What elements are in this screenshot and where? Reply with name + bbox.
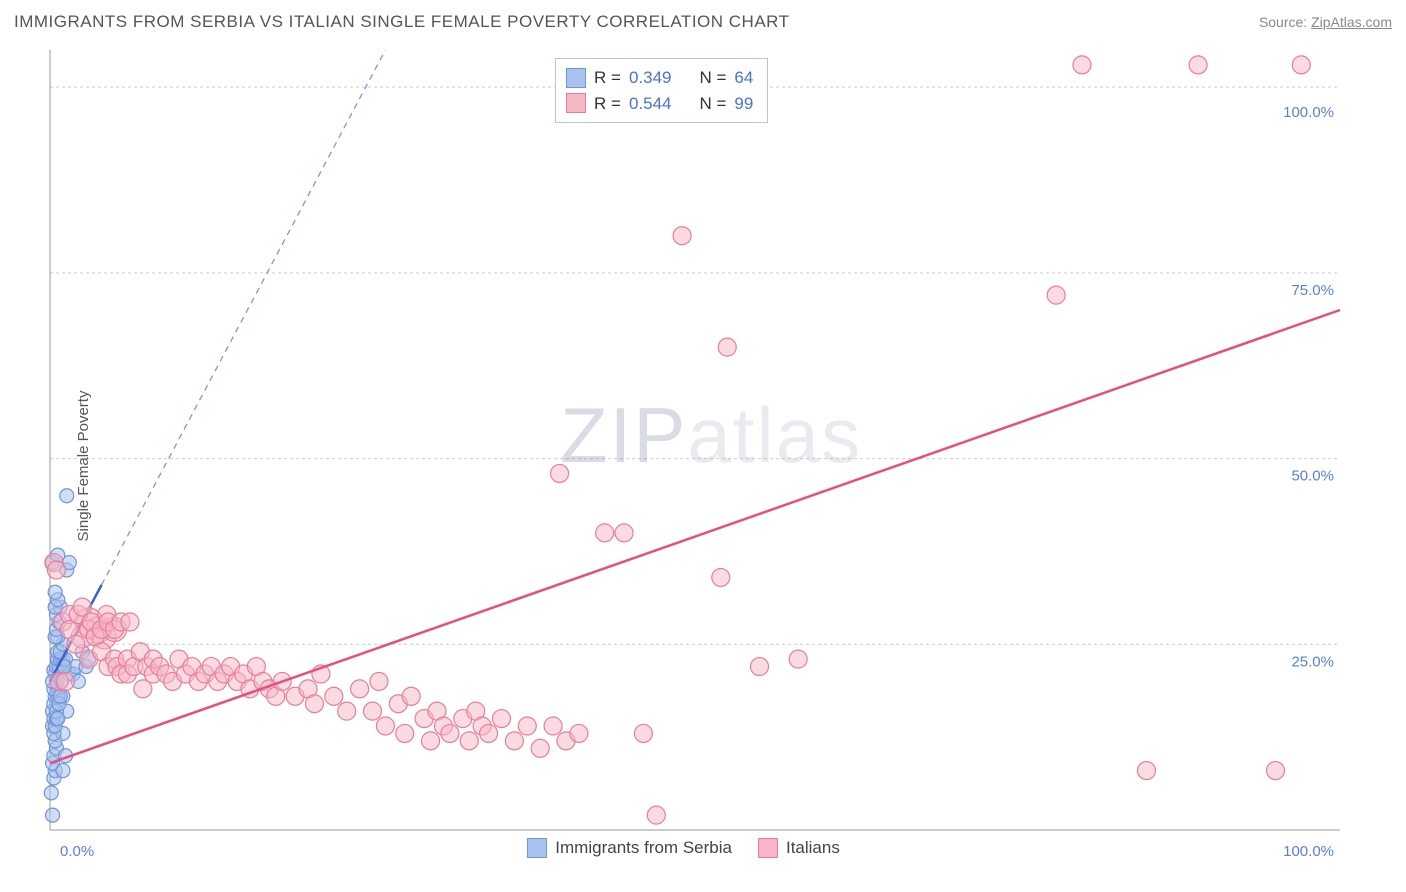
chart-title: IMMIGRANTS FROM SERBIA VS ITALIAN SINGLE…: [14, 12, 790, 32]
y-axis-label: Single Female Poverty: [75, 391, 92, 542]
legend-row: R = 0.544N = 99: [566, 91, 753, 117]
legend-item: Italians: [758, 838, 840, 858]
data-point: [615, 524, 633, 542]
data-point: [460, 732, 478, 750]
data-point: [60, 489, 74, 503]
data-point: [505, 732, 523, 750]
data-point: [570, 724, 588, 742]
data-point: [422, 732, 440, 750]
scatter-plot: 0.0% 25.0% 50.0% 75.0% 100.0% 100.0%: [0, 40, 1406, 892]
data-point: [673, 227, 691, 245]
legend-item: Immigrants from Serbia: [527, 838, 732, 858]
data-point: [551, 464, 569, 482]
svg-text:100.0%: 100.0%: [1283, 104, 1334, 121]
data-point: [480, 724, 498, 742]
series-italians: [45, 56, 1340, 824]
data-point: [364, 702, 382, 720]
data-point: [325, 687, 343, 705]
data-point: [396, 724, 414, 742]
data-point: [121, 613, 139, 631]
data-point: [647, 806, 665, 824]
data-point: [1138, 762, 1156, 780]
data-point: [441, 724, 459, 742]
data-point: [56, 764, 70, 778]
data-point: [1047, 286, 1065, 304]
data-point: [596, 524, 614, 542]
data-point: [518, 717, 536, 735]
chart-area: Single Female Poverty ZIPatlas 0.0%25.0%…: [0, 40, 1406, 892]
trend-extension: [102, 50, 386, 585]
data-point: [1292, 56, 1310, 74]
data-point: [1267, 762, 1285, 780]
data-point: [544, 717, 562, 735]
legend-swatch: [527, 838, 547, 858]
data-point: [51, 712, 65, 726]
data-point: [48, 585, 62, 599]
svg-text:50.0%: 50.0%: [1291, 468, 1334, 485]
data-point: [305, 695, 323, 713]
chart-header: IMMIGRANTS FROM SERBIA VS ITALIAN SINGLE…: [14, 12, 1392, 32]
data-point: [751, 658, 769, 676]
data-point: [718, 338, 736, 356]
data-point: [402, 687, 420, 705]
data-point: [1189, 56, 1207, 74]
svg-text:0.0%: 0.0%: [60, 843, 94, 860]
legend-row: R = 0.349N = 64: [566, 65, 753, 91]
source-link[interactable]: ZipAtlas.com: [1311, 14, 1392, 30]
data-point: [53, 689, 67, 703]
series-legend: Immigrants from Serbia Italians: [527, 838, 840, 858]
trend-line: [50, 310, 1340, 763]
data-point: [1073, 56, 1091, 74]
svg-text:100.0%: 100.0%: [1283, 843, 1334, 860]
data-point: [789, 650, 807, 668]
data-point: [46, 808, 60, 822]
data-point: [56, 672, 74, 690]
data-point: [370, 672, 388, 690]
data-point: [351, 680, 369, 698]
legend-swatch: [566, 93, 586, 113]
correlation-legend: R = 0.349N = 64R = 0.544N = 99: [555, 58, 768, 123]
data-point: [67, 635, 85, 653]
data-point: [376, 717, 394, 735]
svg-text:75.0%: 75.0%: [1291, 282, 1334, 299]
data-point: [531, 739, 549, 757]
legend-swatch: [758, 838, 778, 858]
data-point: [134, 680, 152, 698]
data-point: [338, 702, 356, 720]
data-point: [44, 786, 58, 800]
legend-swatch: [566, 68, 586, 88]
chart-source: Source: ZipAtlas.com: [1259, 14, 1392, 30]
data-point: [712, 568, 730, 586]
svg-text:25.0%: 25.0%: [1291, 653, 1334, 670]
data-point: [634, 724, 652, 742]
data-point: [47, 561, 65, 579]
data-point: [493, 710, 511, 728]
